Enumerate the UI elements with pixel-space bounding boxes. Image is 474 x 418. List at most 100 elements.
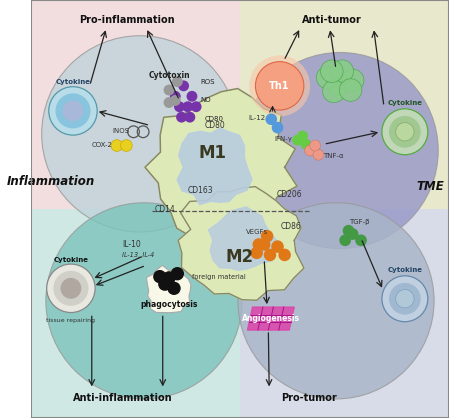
Circle shape (242, 52, 438, 249)
Text: Cytokine: Cytokine (387, 268, 422, 273)
Circle shape (176, 112, 187, 122)
Circle shape (313, 149, 324, 160)
Circle shape (382, 276, 428, 322)
Text: Angiogenesis: Angiogenesis (242, 314, 300, 323)
Text: IFN-γ: IFN-γ (274, 136, 292, 142)
Text: IL-12: IL-12 (249, 115, 266, 121)
Circle shape (278, 249, 291, 261)
Text: phagocytosis: phagocytosis (140, 300, 198, 308)
Text: M2: M2 (226, 248, 254, 266)
Circle shape (327, 72, 349, 95)
Circle shape (316, 66, 339, 89)
Circle shape (238, 203, 434, 399)
Circle shape (292, 135, 303, 145)
Polygon shape (145, 89, 297, 242)
Text: Anti-tumor: Anti-tumor (302, 15, 362, 25)
Circle shape (170, 91, 181, 102)
Circle shape (396, 122, 414, 141)
Text: Cytokine: Cytokine (54, 257, 88, 263)
Circle shape (347, 228, 358, 240)
Text: tissue repairing: tissue repairing (46, 319, 95, 324)
Circle shape (261, 230, 273, 242)
Text: CD80: CD80 (204, 116, 223, 122)
Circle shape (182, 101, 193, 112)
Text: COX-2: COX-2 (92, 142, 113, 148)
Circle shape (264, 249, 276, 261)
Circle shape (258, 238, 271, 251)
Circle shape (297, 130, 308, 141)
Circle shape (323, 80, 345, 102)
Circle shape (310, 140, 320, 151)
Circle shape (250, 247, 263, 259)
Circle shape (120, 140, 132, 151)
Text: Cytotoxin: Cytotoxin (148, 71, 190, 80)
Circle shape (253, 238, 265, 251)
Text: Pro-inflammation: Pro-inflammation (80, 15, 175, 25)
Polygon shape (177, 128, 252, 205)
Circle shape (320, 60, 343, 82)
Text: Anti-inflammation: Anti-inflammation (73, 393, 173, 403)
Circle shape (46, 203, 242, 399)
Text: IL-10: IL-10 (122, 240, 141, 249)
Text: Th1: Th1 (269, 81, 290, 91)
Circle shape (396, 290, 414, 308)
Circle shape (382, 109, 428, 155)
Text: CD206: CD206 (277, 190, 302, 199)
Circle shape (63, 100, 83, 121)
Circle shape (343, 225, 355, 237)
Circle shape (249, 55, 310, 116)
Circle shape (339, 79, 362, 101)
Circle shape (389, 283, 421, 315)
Circle shape (54, 271, 89, 306)
Bar (240, 209, 449, 418)
Circle shape (61, 278, 82, 299)
Circle shape (158, 278, 172, 291)
Polygon shape (209, 207, 276, 270)
Text: Cytokine: Cytokine (387, 100, 422, 107)
Circle shape (174, 101, 185, 112)
Bar (31, 0, 240, 209)
Circle shape (167, 282, 181, 295)
Text: VEGFs: VEGFs (246, 229, 268, 235)
Polygon shape (146, 265, 191, 313)
Circle shape (55, 93, 91, 128)
Circle shape (46, 264, 95, 313)
Circle shape (265, 113, 277, 125)
Bar (240, 0, 449, 209)
Text: TGF-β: TGF-β (349, 219, 369, 225)
Circle shape (305, 145, 316, 156)
Circle shape (42, 36, 238, 232)
Circle shape (271, 240, 284, 253)
Text: foreign material: foreign material (192, 274, 246, 280)
Polygon shape (178, 186, 304, 300)
Circle shape (355, 234, 367, 246)
Circle shape (331, 60, 354, 82)
Circle shape (162, 271, 176, 285)
Text: M1: M1 (199, 144, 227, 162)
Circle shape (111, 140, 123, 151)
Circle shape (389, 116, 421, 148)
Circle shape (301, 139, 311, 150)
Circle shape (172, 76, 183, 87)
Circle shape (339, 234, 351, 246)
Text: CD86: CD86 (281, 222, 301, 232)
Circle shape (191, 101, 201, 112)
Text: CD80: CD80 (204, 121, 225, 130)
Text: INOS: INOS (112, 128, 129, 134)
Circle shape (170, 95, 181, 106)
Text: NO: NO (201, 97, 211, 104)
Circle shape (187, 91, 197, 102)
Circle shape (184, 112, 195, 122)
Circle shape (49, 87, 97, 135)
Bar (31, 209, 240, 418)
Circle shape (164, 84, 174, 95)
Text: Inflammation: Inflammation (7, 176, 95, 189)
Text: Pro-tumor: Pro-tumor (281, 393, 337, 403)
Text: IL-13, IL-4: IL-13, IL-4 (121, 252, 154, 258)
Circle shape (153, 270, 166, 283)
Circle shape (164, 97, 174, 108)
Polygon shape (247, 307, 294, 330)
Text: CD14: CD14 (155, 205, 175, 214)
Circle shape (255, 61, 304, 110)
Circle shape (171, 267, 184, 280)
